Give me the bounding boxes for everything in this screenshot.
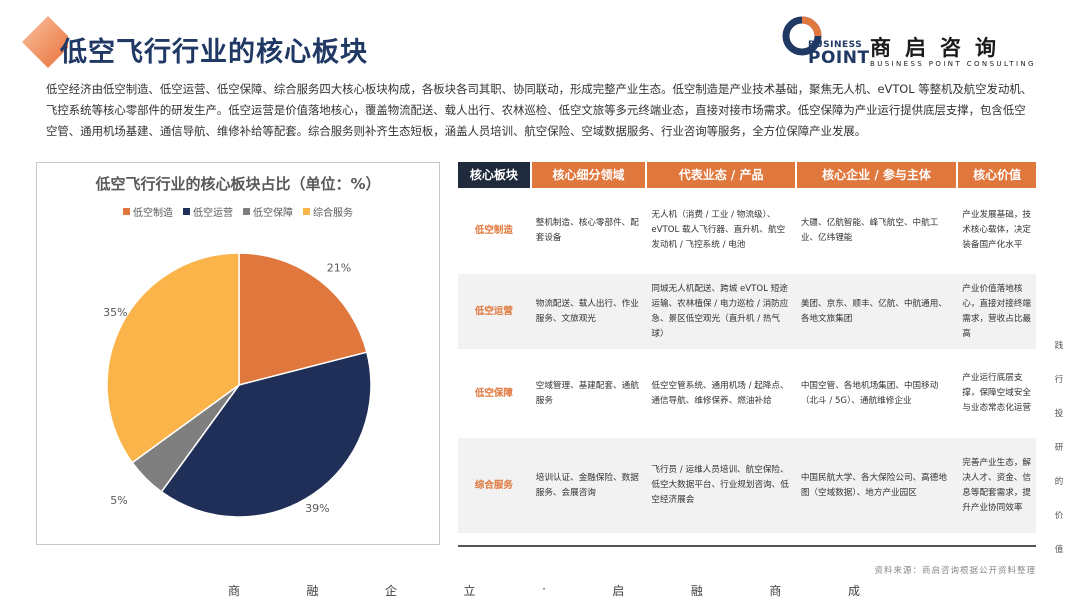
table-cell: 完善产业生态，解决人才、资金、信息等配套需求，提升产业协同效率 — [962, 457, 1032, 513]
legend-label: 低空制造 — [133, 208, 173, 219]
sector-name-cell: 低空制造 — [474, 225, 513, 236]
table-bottom-rule — [458, 545, 1036, 547]
source-note: 资料来源：商启咨询根据公开资料整理 — [874, 566, 1036, 576]
legend-label: 综合服务 — [313, 208, 353, 219]
chart-title: 低空飞行行业的核心板块占比（单位：%） — [95, 175, 381, 193]
legend-swatch — [243, 208, 250, 215]
intro-paragraph: 低空经济由低空制造、低空运营、低空保障、综合服务四大核心板块构成，各板块各司其职… — [46, 82, 1033, 138]
legend-label: 低空保障 — [253, 208, 293, 219]
table-row: 低空保障 空域管理、基建配套、通航服务 低空空管系统、通用机场 / 起降点、通信导航… — [458, 356, 1036, 431]
table-header-cell: 核心企业 / 参与主体 — [796, 162, 957, 188]
side-char: 值 — [1054, 545, 1064, 555]
pie-chart: 21% 39% 5% 35% — [103, 252, 372, 518]
table-cell: 空域管理、基建配套、通航服务 — [535, 380, 639, 406]
table-header-row: 核心板块 核心细分领域 代表业态 / 产品 核心企业 / 参与主体 核心价值 — [458, 162, 1036, 188]
pie-slice — [238, 252, 368, 386]
legend-item: 综合服务 — [303, 204, 353, 219]
footer-char: 立 — [463, 584, 476, 598]
table-header-cell: 核心价值 — [958, 162, 1036, 188]
footer-char: 融 — [690, 584, 703, 598]
table-cell: 美团、京东、顺丰、亿航、中航通用、各地文旅集团 — [800, 298, 947, 324]
page-title: 低空飞行行业的核心板块 — [60, 37, 368, 68]
table-cell: 物流配送、载人出行、作业服务、文旅观光 — [535, 298, 639, 324]
table-row: 低空制造 整机制造、核心零部件、配套设备 无人机（消费 / 工业 / 物流级）、eV… — [458, 195, 1036, 266]
table-cell: 产业发展基础，技术核心载体，决定装备国产化水平 — [962, 210, 1032, 250]
logo-ring-icon — [782, 16, 822, 56]
table-cell: 中国空管、各地机场集团、中国移动（北斗 / 5G）、通航维修企业 — [800, 380, 939, 406]
logo-chinese-name: 商启咨询 — [870, 36, 1010, 60]
footer-char: · — [542, 582, 546, 596]
company-logo: BUSINESS POINT 商启咨询 BUSINESS POINT CONSU… — [778, 14, 1070, 74]
chart-legend: 低空制造 低空运营 低空保障 综合服务 — [37, 204, 439, 219]
side-slogan: 践行投研的价值 — [1052, 339, 1066, 555]
table-header-cell: 核心板块 — [458, 162, 530, 188]
footer-slogan: 商 融 企 立 · 启 融 商 成 — [228, 582, 860, 599]
side-char: 的 — [1054, 477, 1064, 487]
footer-char: 融 — [306, 584, 319, 598]
pie-chart-panel: 低空飞行行业的核心板块占比（单位：%） 低空制造 低空运营 低空保障 综合服务 21%… — [36, 162, 440, 545]
side-char: 研 — [1054, 443, 1064, 453]
table-row: 综合服务 培训认证、金融保险、数据服务、会展咨询 飞行员 / 运维人员培训、航空保险… — [458, 438, 1036, 533]
legend-item: 低空保障 — [243, 204, 293, 219]
legend-swatch — [123, 208, 130, 215]
table-cell: 低空空管系统、通用机场 / 起降点、通信导航、维修保养、燃油补给 — [651, 380, 789, 406]
sector-name-cell: 低空保障 — [474, 388, 513, 399]
side-char: 践 — [1054, 341, 1064, 351]
title-accent-shape — [22, 16, 68, 68]
table-cell: 产业运行底层支撑，保障空域安全与业态常态化运营 — [962, 373, 1032, 413]
table-row: 低空运营 物流配送、载人出行、作业服务、文旅观光 同城无人机配送、跨城 eVTOL … — [458, 274, 1036, 349]
table-header-cell: 代表业态 / 产品 — [647, 162, 795, 188]
footer-char: 企 — [385, 584, 398, 598]
pie-slice — [106, 252, 240, 464]
footer-char: 商 — [228, 584, 241, 598]
sector-table: 核心板块 核心细分领域 代表业态 / 产品 核心企业 / 参与主体 核心价值 低空制造 整… — [458, 162, 1036, 547]
side-char: 价 — [1054, 511, 1064, 521]
footer-char: 商 — [769, 584, 782, 598]
pie-slice — [160, 351, 372, 518]
pie-data-label: 35% — [103, 306, 127, 319]
legend-label: 低空运营 — [193, 208, 233, 219]
pie-data-label: 5% — [110, 494, 127, 507]
pie-data-label: 39% — [305, 502, 329, 515]
table-cell: 整机制造、核心零部件、配套设备 — [535, 217, 639, 243]
table-cell: 产业价值落地核心，直接对接终端需求，营收占比最高 — [962, 283, 1032, 339]
sector-name-cell: 低空运营 — [474, 306, 513, 317]
table-cell: 无人机（消费 / 工业 / 物流级）、eVTOL 载人飞行器、直升机、航空发动机… — [651, 210, 786, 250]
table-cell: 飞行员 / 运维人员培训、航空保险、低空大数据平台、行业规划咨询、低空经济展会 — [651, 465, 789, 505]
table-cell: 同城无人机配送、跨城 eVTOL 短途运输、农林植保 / 电力巡检 / 消防应急… — [651, 283, 789, 339]
table-cell: 中国民航大学、各大保险公司、高德地图（空域数据）、地方产业园区 — [800, 472, 947, 498]
logo-english-name: BUSINESS POINT CONSULTING — [870, 60, 1036, 68]
side-char: 行 — [1054, 375, 1064, 385]
legend-item: 低空制造 — [123, 204, 173, 219]
sector-name-cell: 综合服务 — [474, 480, 513, 491]
pie-data-label: 21% — [327, 261, 351, 274]
footer-char: 成 — [847, 584, 860, 598]
table-cell: 大疆、亿航智能、峰飞航空、中航工业、亿纬锂能 — [800, 217, 939, 243]
logo-point-text: POINT — [808, 48, 870, 68]
legend-swatch — [303, 208, 310, 215]
footer-char: 启 — [612, 584, 625, 598]
logo-business-text: BUSINESS — [808, 40, 863, 50]
legend-item: 低空运营 — [183, 204, 233, 219]
table-header-cell: 核心细分领域 — [531, 162, 646, 188]
side-char: 投 — [1054, 409, 1064, 419]
legend-swatch — [183, 208, 190, 215]
table-cell: 培训认证、金融保险、数据服务、会展咨询 — [535, 472, 639, 498]
